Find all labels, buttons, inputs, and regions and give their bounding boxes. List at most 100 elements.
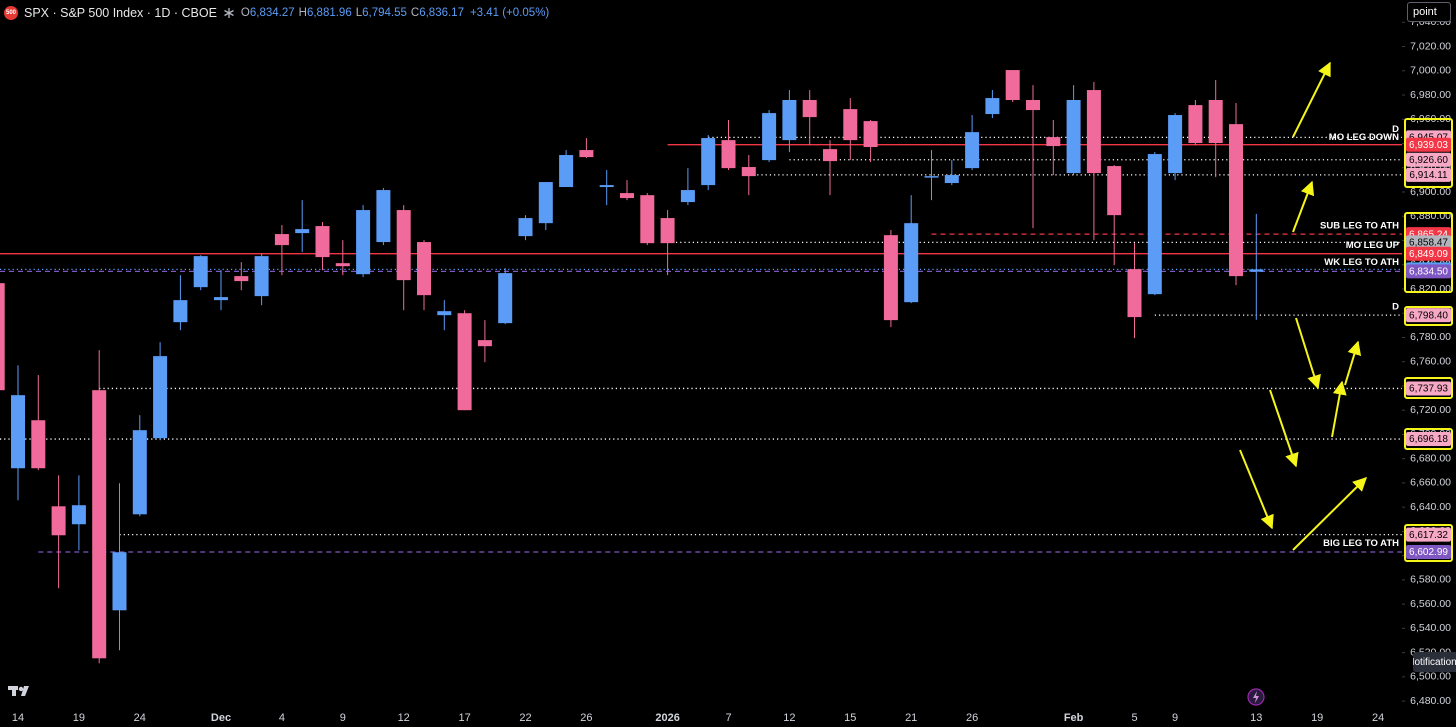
arrow xyxy=(1295,317,1321,390)
level-label-bg xyxy=(1406,432,1451,447)
candle-body xyxy=(883,235,898,321)
y-tick-label: 6,580.00 xyxy=(1410,574,1451,586)
candle-body xyxy=(965,132,980,169)
y-tick-label: 6,640.00 xyxy=(1410,501,1451,513)
x-tick-label: 9 xyxy=(340,712,346,724)
tradingview-logo xyxy=(8,686,29,696)
alert-icon[interactable] xyxy=(1247,688,1265,706)
header: 500 SPX · S&P 500 Index · 1D · CBOE O6,8… xyxy=(4,4,549,22)
level-label-bg xyxy=(1406,381,1451,396)
level-label-bg xyxy=(1406,545,1451,560)
y-tick-label: 6,880.00 xyxy=(1410,210,1451,222)
x-tick-label: 12 xyxy=(783,712,795,724)
candle-body xyxy=(985,98,1000,115)
level-label: 6,617.32 xyxy=(1409,530,1448,541)
symbol-title[interactable]: SPX · S&P 500 Index · 1D · CBOE xyxy=(24,6,217,20)
candle-body xyxy=(417,242,431,296)
alert-bolt[interactable] xyxy=(1253,691,1259,703)
candle-body xyxy=(863,121,878,148)
ohlc-item: L6,794.55 xyxy=(356,7,407,19)
level-label: 6,602.99 xyxy=(1409,547,1448,558)
level-label-bg xyxy=(1406,152,1451,167)
candle-body xyxy=(1026,100,1040,111)
y-tick-label: 7,000.00 xyxy=(1410,65,1451,77)
x-tick-label: 14 xyxy=(12,712,24,724)
x-tick-label: 19 xyxy=(73,712,85,724)
level-label: 6,849.09 xyxy=(1409,249,1448,260)
candle-body xyxy=(1188,105,1203,144)
level-label-bg xyxy=(1406,264,1451,279)
ohlc-item: H6,881.96 xyxy=(299,7,352,19)
candle-body xyxy=(1066,100,1081,174)
candle-body xyxy=(640,195,655,244)
candle-body xyxy=(1107,166,1122,216)
settings-icon[interactable] xyxy=(223,7,235,19)
level-label-bg xyxy=(1406,137,1451,152)
ohlc-legend: O6,834.27 H6,881.96 L6,794.55 C6,836.17 xyxy=(241,7,464,19)
candle-body xyxy=(620,193,634,199)
ohlc-key: H xyxy=(298,7,307,19)
candle-body xyxy=(559,155,574,188)
notifications-tooltip: Notifications xyxy=(1413,652,1456,672)
x-tick-label: 24 xyxy=(1372,712,1384,724)
candle-body xyxy=(214,297,228,301)
candle-body xyxy=(944,175,959,184)
candle-body xyxy=(31,420,46,469)
candle-body xyxy=(437,311,452,316)
candle-body xyxy=(741,167,756,177)
highlight-box xyxy=(1404,428,1453,450)
candle-body xyxy=(782,100,797,141)
candle-body xyxy=(721,140,736,169)
candle-body xyxy=(823,149,837,162)
candle-body xyxy=(538,182,553,224)
y-tick-label: 6,780.00 xyxy=(1410,331,1451,343)
level-label-bg xyxy=(1406,246,1451,261)
x-tick-label: 26 xyxy=(580,712,592,724)
candle-body xyxy=(1229,124,1243,277)
candle-body xyxy=(924,176,939,178)
candle-body xyxy=(762,113,777,161)
candle-body xyxy=(477,340,492,347)
candle-body xyxy=(518,218,533,237)
y-tick-label: 6,760.00 xyxy=(1410,355,1451,367)
x-tick-label: 13 xyxy=(1250,712,1262,724)
candle-body xyxy=(234,276,249,282)
x-tick-label: 2026 xyxy=(655,712,679,724)
x-tick-label: 15 xyxy=(844,712,856,724)
candle-body xyxy=(1168,115,1183,174)
candle-body xyxy=(0,283,5,391)
level-tag: D xyxy=(1392,124,1399,135)
candle-body xyxy=(274,234,289,246)
highlight-box xyxy=(1404,212,1453,293)
level-name: BIG LEG TO ATH xyxy=(1323,538,1399,549)
candle-body xyxy=(1005,70,1020,100)
candles xyxy=(0,70,1264,664)
level-name: MO LEG UP xyxy=(1346,240,1400,251)
point-button[interactable]: point xyxy=(1407,2,1451,22)
candle-body xyxy=(579,150,594,158)
logo-part xyxy=(18,686,24,692)
ohlc-item: C6,836.17 xyxy=(411,7,464,19)
logo-part xyxy=(12,686,16,696)
x-tick-label: 26 xyxy=(966,712,978,724)
candle-body xyxy=(680,190,695,203)
x-tick-label: 19 xyxy=(1311,712,1323,724)
candle-body xyxy=(660,218,675,244)
x-tick-label: 17 xyxy=(458,712,470,724)
candle-body xyxy=(173,300,188,323)
candle-body xyxy=(802,100,817,118)
y-tick-label: 6,900.00 xyxy=(1410,186,1451,198)
candle-body xyxy=(457,313,472,411)
level-label: 6,939.03 xyxy=(1409,140,1448,151)
x-tick-label: Feb xyxy=(1064,712,1084,724)
candle-body xyxy=(71,505,86,525)
candle-body xyxy=(254,256,269,297)
y-tick-label: 7,020.00 xyxy=(1410,40,1451,52)
level-label: 6,737.93 xyxy=(1409,384,1448,395)
arrow xyxy=(1239,449,1274,530)
x-tick-label: 12 xyxy=(398,712,410,724)
level-tag: D xyxy=(1392,302,1399,313)
x-tick-label: 5 xyxy=(1131,712,1137,724)
